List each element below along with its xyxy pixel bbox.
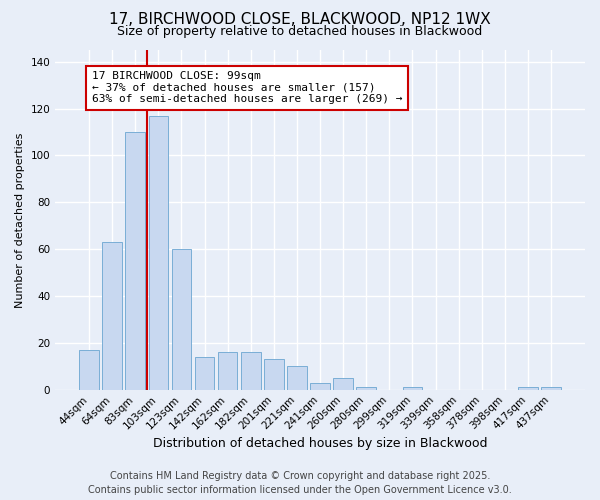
Text: Size of property relative to detached houses in Blackwood: Size of property relative to detached ho… [118, 25, 482, 38]
Bar [518, 388, 538, 390]
Text: 17 BIRCHWOOD CLOSE: 99sqm
← 37% of detached houses are smaller (157)
63% of semi: 17 BIRCHWOOD CLOSE: 99sqm ← 37% of detac… [92, 71, 403, 104]
Bar [125, 132, 145, 390]
Text: 17, BIRCHWOOD CLOSE, BLACKWOOD, NP12 1WX: 17, BIRCHWOOD CLOSE, BLACKWOOD, NP12 1WX [109, 12, 491, 28]
Bar [149, 116, 168, 390]
Bar [195, 357, 214, 390]
Bar [287, 366, 307, 390]
Bar [356, 388, 376, 390]
Bar [172, 249, 191, 390]
Bar [541, 388, 561, 390]
Bar [334, 378, 353, 390]
Text: Contains HM Land Registry data © Crown copyright and database right 2025.
Contai: Contains HM Land Registry data © Crown c… [88, 471, 512, 495]
Bar [403, 388, 422, 390]
Bar [264, 360, 284, 390]
Bar [79, 350, 99, 390]
Y-axis label: Number of detached properties: Number of detached properties [15, 132, 25, 308]
Bar [310, 382, 330, 390]
Bar [103, 242, 122, 390]
X-axis label: Distribution of detached houses by size in Blackwood: Distribution of detached houses by size … [153, 437, 487, 450]
Bar [218, 352, 238, 390]
Bar [241, 352, 260, 390]
